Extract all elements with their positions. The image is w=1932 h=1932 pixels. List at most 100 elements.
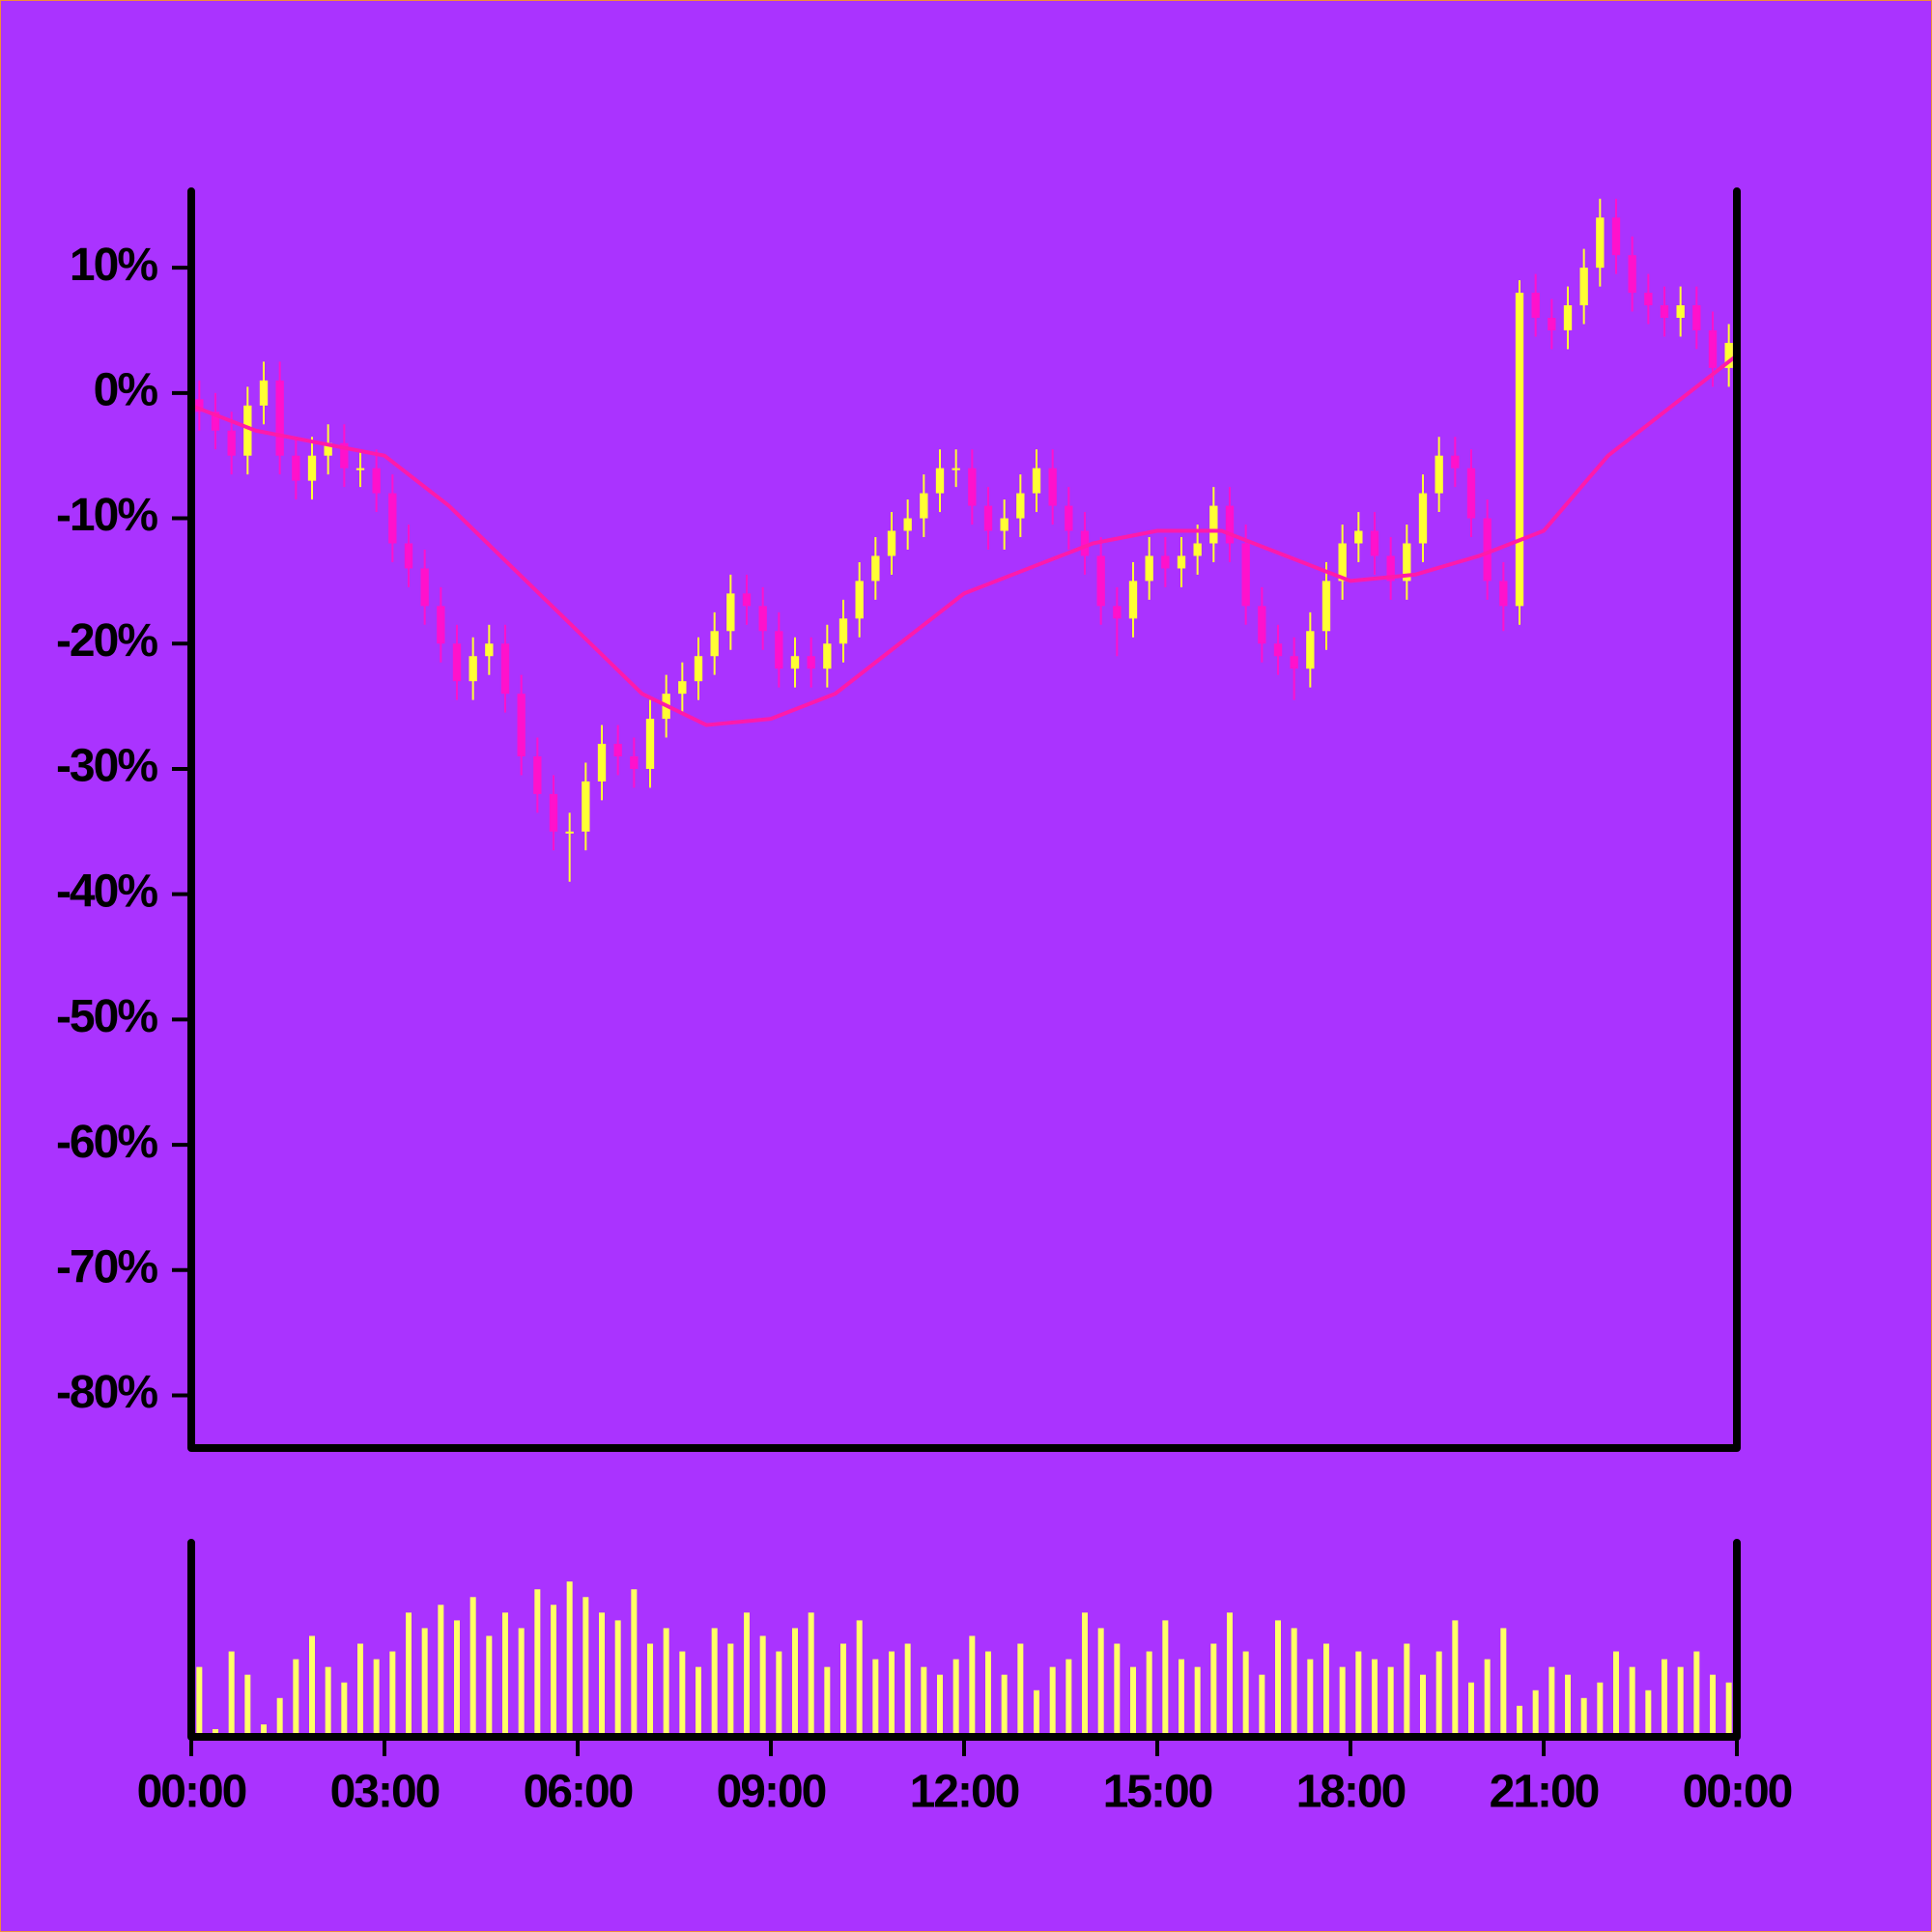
candle-body: [1548, 318, 1556, 330]
candle-body: [1016, 493, 1025, 519]
volume-bar: [406, 1612, 412, 1737]
volume-bar: [1500, 1628, 1507, 1737]
volume-bar: [1065, 1659, 1072, 1737]
volume-bar: [1710, 1674, 1716, 1737]
candle-body: [726, 593, 735, 632]
candle-body: [437, 606, 445, 644]
candle-body: [1080, 530, 1090, 556]
candle-body: [887, 530, 896, 556]
volume-bar: [1275, 1620, 1281, 1737]
price-frame: [187, 187, 1741, 1452]
candle-body: [952, 468, 960, 470]
candle-body: [775, 631, 783, 669]
volume-bar: [228, 1651, 235, 1737]
volume-bar: [357, 1643, 363, 1737]
volume-bar: [1323, 1643, 1329, 1737]
candle-body: [211, 412, 220, 431]
x-tick-label: 21:00: [1490, 1767, 1599, 1818]
volume-bar: [872, 1659, 879, 1737]
volume-bar: [1049, 1666, 1056, 1737]
candle-body: [1403, 543, 1411, 582]
candle-body: [1370, 530, 1379, 556]
volume-bar: [566, 1581, 573, 1737]
candle-body: [758, 606, 767, 632]
volume-bar: [808, 1612, 814, 1737]
candle-body: [597, 744, 607, 781]
candle-body: [1338, 543, 1347, 582]
candle-body: [1676, 305, 1685, 319]
volume-bar: [711, 1628, 718, 1737]
candle-body: [517, 694, 526, 756]
candle-body: [355, 468, 365, 470]
volume-bar: [1162, 1620, 1169, 1737]
y-tick-label: -20%: [56, 615, 157, 667]
y-tick-label: -10%: [56, 490, 157, 541]
candle-body: [1466, 468, 1476, 519]
volume-bar: [1291, 1628, 1297, 1737]
candle-body: [372, 468, 381, 494]
volume-bar: [776, 1651, 782, 1737]
volume-bar: [1001, 1674, 1008, 1737]
y-tick-label: -50%: [56, 991, 157, 1042]
candle-body: [871, 555, 880, 582]
candle-body: [838, 618, 848, 644]
candle-body: [678, 681, 687, 695]
candle-body: [1692, 305, 1701, 330]
y-tick-label: -30%: [56, 741, 157, 792]
candle-body: [920, 493, 928, 519]
volume-bar: [937, 1674, 943, 1737]
volume-bar: [824, 1666, 831, 1737]
candle-body: [469, 656, 477, 682]
volume-bar: [373, 1659, 380, 1737]
candle-body: [1563, 305, 1573, 330]
candle-body: [903, 518, 912, 531]
volume-bar: [904, 1643, 911, 1737]
candle-body: [1628, 255, 1636, 294]
x-tick-label: 15:00: [1103, 1767, 1212, 1818]
candle-body: [404, 543, 413, 569]
y-tick-label: -70%: [56, 1241, 157, 1293]
volume-bar: [421, 1628, 428, 1737]
volume-bar: [1677, 1666, 1684, 1737]
candle-body: [243, 405, 252, 456]
x-tick-label: 09:00: [717, 1767, 826, 1818]
volume-bar: [1468, 1682, 1474, 1737]
candle-body: [1258, 606, 1266, 644]
candle-body: [485, 643, 494, 657]
candle-body: [1451, 455, 1460, 469]
candle-body: [1418, 493, 1428, 544]
volume-bar: [213, 1728, 218, 1737]
volume-bar: [309, 1635, 315, 1737]
volume-bar: [1484, 1659, 1491, 1737]
candle-body: [420, 568, 429, 607]
volume-bar: [1130, 1666, 1136, 1737]
volume-bar: [1613, 1651, 1619, 1737]
candle-body: [1306, 631, 1315, 669]
candle-body: [1113, 606, 1122, 619]
volume-bar: [293, 1659, 299, 1737]
volume-bar: [614, 1620, 621, 1737]
candle-body: [1096, 555, 1105, 607]
volume-bar: [1662, 1659, 1667, 1737]
candle-body: [1065, 505, 1073, 531]
candle-body: [1273, 643, 1283, 657]
volume-bar: [727, 1643, 734, 1737]
candle-body: [1579, 268, 1588, 306]
volume-bar: [792, 1628, 798, 1737]
volume-bar: [1565, 1674, 1571, 1737]
volume-bar: [341, 1682, 348, 1737]
candle-body: [1000, 518, 1009, 531]
y-tick-label: -80%: [56, 1367, 157, 1418]
candle-body: [582, 781, 590, 832]
candle-body: [1499, 581, 1508, 607]
candle-body: [1177, 555, 1186, 569]
volume-bar: [502, 1612, 508, 1737]
candle-body: [307, 455, 317, 481]
volume-bar: [1179, 1659, 1184, 1737]
candle-body: [1611, 217, 1621, 256]
candle-body: [1435, 455, 1443, 494]
candle-body: [275, 380, 284, 456]
volume-bar: [631, 1589, 638, 1737]
volume-bar: [663, 1628, 669, 1737]
candle-body: [292, 455, 300, 481]
